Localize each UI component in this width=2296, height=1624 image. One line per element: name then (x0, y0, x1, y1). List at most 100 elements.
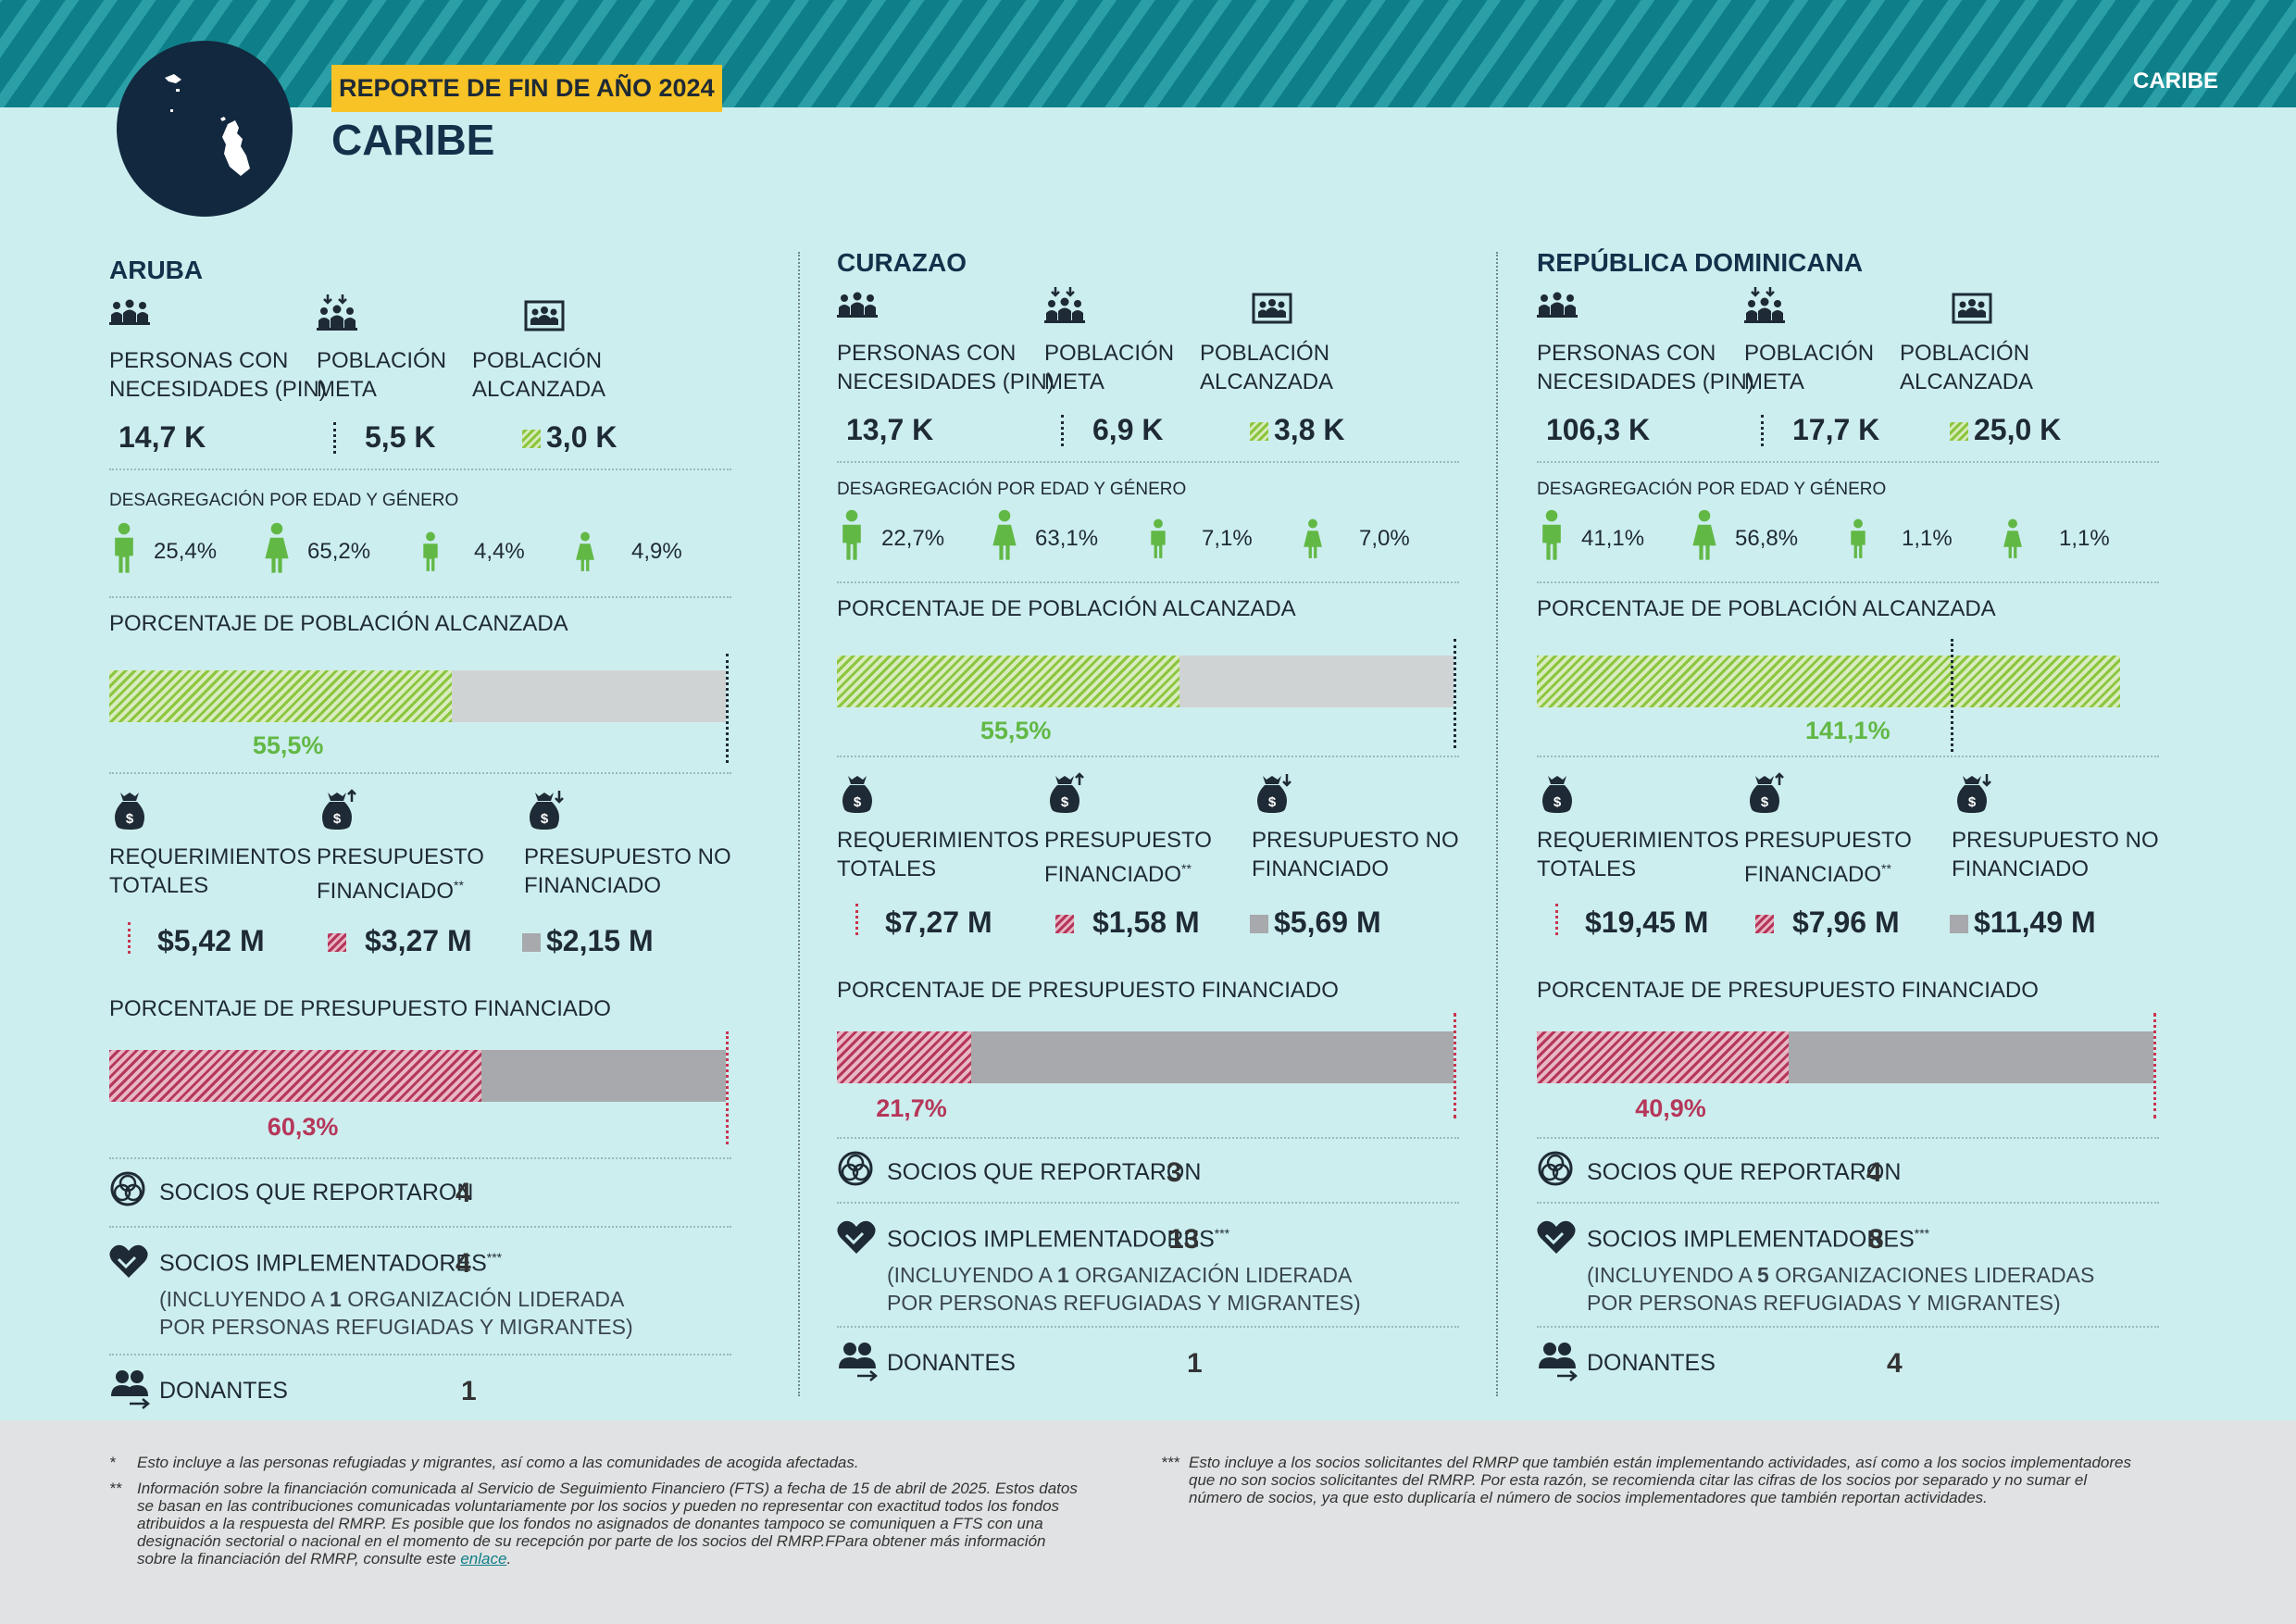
men-pct: 25,4% (154, 539, 218, 564)
implementing-partners-text: SOCIOS IMPLEMENTADORES (1587, 1226, 1915, 1253)
girls-icon (2002, 518, 2024, 564)
funded-label-line: FINANCIADO** (1744, 855, 1912, 889)
funded-fill (109, 1050, 481, 1102)
reached-legend-swatch (522, 430, 541, 448)
funded-label-line: FINANCIADO** (317, 871, 484, 906)
funded-label-sup: ** (1881, 861, 1891, 876)
reached-value: 3,0 K (546, 420, 618, 454)
pop-target-marker (1950, 639, 1953, 752)
funded-label-line: PRESUPUESTO (1744, 828, 1912, 853)
boys-pct: 7,1% (1202, 526, 1253, 551)
girls-pct: 4,9% (631, 539, 682, 564)
requirements-legend-marker (128, 922, 131, 954)
funded-legend-swatch (328, 933, 346, 952)
header-region-label: CARIBE (2132, 69, 2218, 94)
money-bag-up-icon: $ (1044, 772, 1085, 819)
target-population-icon (1744, 287, 1785, 329)
unfunded-legend-swatch (1250, 915, 1268, 933)
footnote-1: Esto incluye a las personas refugiadas y… (137, 1454, 859, 1471)
pop-reached-fill (1537, 656, 2121, 707)
funded-pct-title: PORCENTAJE DE PRESUPUESTO FINANCIADO (109, 996, 611, 1021)
funded-label-line: FINANCIADO** (1044, 855, 1212, 889)
funded-pct: 40,9% (1635, 1094, 1706, 1122)
implementing-partners-value: 13 (1168, 1224, 1200, 1255)
note-line: POR PERSONAS REFUGIADAS Y MIGRANTES) (1587, 1291, 2061, 1315)
target-population-icon (1044, 287, 1085, 329)
reached-value: 3,8 K (1274, 413, 1345, 446)
svg-text:$: $ (1268, 794, 1277, 810)
requirements-label: REQUERIMIENTOS TOTALES (837, 826, 1039, 883)
implementing-partners-sup: *** (1914, 1226, 1930, 1241)
funded-fill (1537, 1031, 1790, 1083)
note-number: 1 (330, 1287, 342, 1311)
girls-pct: 1,1% (2059, 526, 2110, 551)
funded-pct: 60,3% (267, 1113, 339, 1141)
footnote-2-line: designación sectorial o nacional en el m… (137, 1532, 1046, 1550)
funding-info-link[interactable]: enlace (460, 1550, 507, 1568)
requirements-label-line: REQUERIMIENTOS (109, 844, 312, 869)
column-divider (1496, 252, 1498, 1396)
people-in-need-icon (109, 298, 150, 331)
unfunded-label-line: FINANCIADO (1252, 856, 1390, 881)
section-divider (1537, 1202, 2159, 1204)
reached-label: POBLACIÓN ALCANZADA (1200, 339, 1333, 396)
unfunded-label-line: FINANCIADO (1952, 856, 2090, 881)
reached-label-line: POBLACIÓN (1200, 341, 1330, 366)
pin-label-line: PERSONAS CON (1537, 341, 1716, 366)
footnote-2-line: sobre la financiación del RMRP, consulte… (137, 1550, 511, 1568)
girls-icon (574, 531, 596, 577)
donors-label: DONANTES (887, 1350, 1016, 1376)
requirements-label-line: REQUERIMIENTOS (1537, 828, 1740, 853)
donors-value: 1 (461, 1376, 477, 1406)
section-divider (1537, 581, 2159, 583)
funded-pct-title: PORCENTAJE DE PRESUPUESTO FINANCIADO (837, 978, 1339, 1003)
note-text: ORGANIZACIÓN LIDERADA (1068, 1263, 1353, 1287)
implementing-partners-label: SOCIOS IMPLEMENTADORES*** (1587, 1226, 1929, 1253)
note-line: (INCLUYENDO A 5 ORGANIZACIONES LIDERADAS (1587, 1261, 2094, 1289)
pop-reached-title: PORCENTAJE DE POBLACIÓN ALCANZADA (837, 596, 1296, 621)
section-divider (837, 581, 1459, 583)
implementing-partners-note: (INCLUYENDO A 1 ORGANIZACIÓN LIDERADA POR… (887, 1261, 1361, 1317)
funded-label: PRESUPUESTO FINANCIADO** (1744, 826, 1912, 889)
partners-reporting-value: 4 (455, 1178, 471, 1208)
implementing-partners-value: 4 (455, 1248, 471, 1279)
funded-bar (109, 1050, 726, 1102)
section-divider (109, 1226, 731, 1228)
footnote-2-end: . (506, 1550, 512, 1568)
boys-pct: 4,4% (474, 539, 525, 564)
note-text: (INCLUYENDO A (887, 1263, 1058, 1287)
note-line: (INCLUYENDO A 1 ORGANIZACIÓN LIDERADA (887, 1261, 1361, 1289)
svg-text:$: $ (333, 811, 342, 827)
unfunded-label: PRESUPUESTO NO FINANCIADO (524, 843, 731, 900)
women-icon (263, 522, 291, 579)
donors-icon (1537, 1341, 1579, 1386)
note-number: 1 (1057, 1263, 1069, 1287)
people-in-need-icon (837, 291, 878, 323)
svg-text:$: $ (1554, 794, 1562, 810)
unfunded-legend-swatch (522, 933, 541, 952)
note-line: POR PERSONAS REFUGIADAS Y MIGRANTES) (887, 1291, 1361, 1315)
pop-reached-title: PORCENTAJE DE POBLACIÓN ALCANZADA (1537, 596, 1996, 621)
section-divider (1537, 461, 2159, 463)
target-value: 6,9 K (1092, 413, 1164, 446)
unfunded-label-line: PRESUPUESTO NO (524, 844, 731, 869)
svg-text:$: $ (1061, 794, 1069, 810)
country-title: ARUBA (109, 256, 204, 284)
pin-label-line: NECESIDADES (PIN) (1537, 369, 1754, 394)
boys-icon (1148, 518, 1168, 564)
funded-value: $1,58 M (1092, 906, 1200, 939)
requirements-value: $7,27 M (885, 906, 992, 939)
funded-legend-swatch (1055, 915, 1074, 933)
pin-label: PERSONAS CON NECESIDADES (PIN) (109, 346, 327, 404)
men-icon (839, 509, 865, 566)
girls-icon (1302, 518, 1324, 564)
unfunded-legend-swatch (1950, 915, 1968, 933)
funded-label: PRESUPUESTO FINANCIADO** (1044, 826, 1212, 889)
footnote-3-line: número de socios, ya que esto duplicaría… (1189, 1489, 1988, 1506)
pop-target-marker (1454, 639, 1456, 748)
boys-icon (1848, 518, 1868, 564)
target-label-line: META (1044, 369, 1104, 394)
partners-reporting-icon (109, 1170, 146, 1212)
funded-pct: 21,7% (876, 1094, 947, 1122)
reached-label-line: ALCANZADA (1200, 369, 1334, 394)
